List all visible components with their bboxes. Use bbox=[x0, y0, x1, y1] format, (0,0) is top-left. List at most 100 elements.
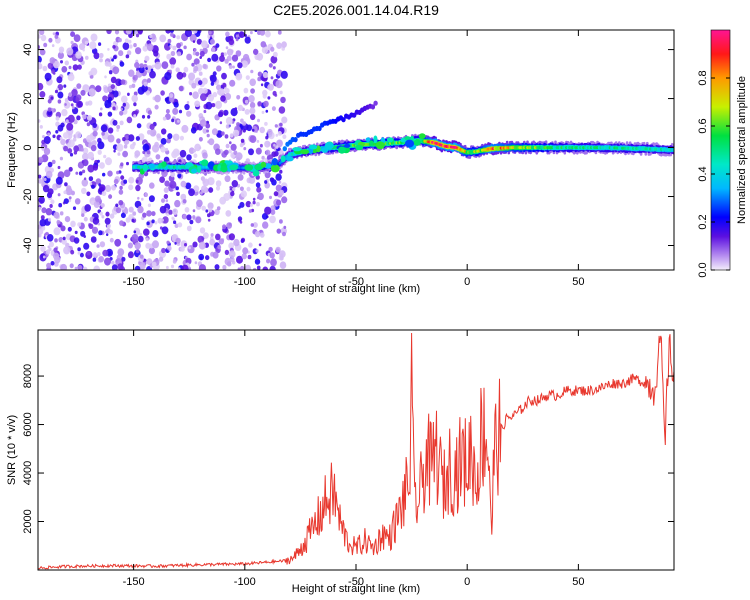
spectrogram-noise-cell bbox=[98, 42, 102, 46]
spectrogram-noise-cell bbox=[40, 34, 47, 42]
spectrogram-noise-cell bbox=[228, 233, 235, 241]
spectrogram-noise-cell bbox=[90, 33, 98, 42]
spectrogram-noise-cell bbox=[178, 109, 183, 114]
spectrogram-noise-cell bbox=[163, 194, 169, 199]
spectrogram-noise-cell bbox=[57, 99, 62, 104]
spectrogram-noise-cell bbox=[101, 215, 105, 219]
spectrogram-noise-cell bbox=[193, 48, 197, 52]
spectrogram-noise-cell bbox=[92, 130, 98, 137]
spectrogram-noise-cell bbox=[133, 102, 137, 107]
spectrogram-noise-cell bbox=[38, 202, 41, 206]
spectrogram-noise-cell bbox=[38, 61, 41, 66]
spectrogram-noise-cell bbox=[276, 228, 282, 234]
spectrogram-noise-cell bbox=[255, 147, 262, 155]
spectrogram-noise-cell bbox=[122, 137, 126, 142]
spectrogram-noise-cell bbox=[271, 106, 276, 111]
spectrogram-noise-cell bbox=[193, 185, 200, 193]
spectrogram-noise-cell bbox=[99, 162, 105, 169]
spectrogram-noise-cell bbox=[51, 69, 56, 74]
spectrogram-noise-cell bbox=[189, 219, 194, 225]
spectrogram-noise-cell bbox=[169, 44, 173, 48]
spectrogram-ridge-blob bbox=[324, 141, 334, 150]
spectrogram-noise-cell bbox=[235, 152, 243, 161]
spectrogram-noise-cell bbox=[269, 195, 272, 200]
spectrogram-noise-cell bbox=[107, 134, 115, 143]
spectrogram-noise-cell bbox=[129, 44, 133, 49]
spectrogram-noise-cell bbox=[105, 157, 112, 166]
spectrogram-noise-cell bbox=[134, 30, 138, 35]
spectrogram-noise-cell bbox=[134, 150, 141, 158]
spectrogram-noise-cell bbox=[167, 38, 172, 44]
spectrogram-noise-cell bbox=[137, 196, 140, 200]
spectrogram-noise-cell bbox=[97, 159, 100, 163]
spectrogram-noise-cell bbox=[257, 76, 262, 82]
spectrogram-noise-cell bbox=[57, 91, 64, 99]
spectrogram-noise-cell bbox=[126, 50, 132, 56]
spectrogram-noise-cell bbox=[265, 109, 269, 113]
spectrogram-noise-cell bbox=[82, 114, 87, 120]
spectrogram-noise-cell bbox=[116, 170, 120, 175]
spectrogram-noise-cell bbox=[260, 41, 267, 48]
spectrogram-noise-cell bbox=[166, 265, 169, 270]
spectrogram-noise-cell bbox=[61, 66, 68, 73]
spectrogram-noise-cell bbox=[39, 125, 43, 129]
spectrogram-noise-cell bbox=[216, 65, 222, 72]
spectrogram-noise-cell bbox=[70, 40, 74, 45]
spectrogram-noise-cell bbox=[205, 101, 213, 110]
spectrogram-noise-cell bbox=[108, 229, 113, 235]
spectrogram-noise-cell bbox=[215, 185, 221, 191]
spectrogram-noise-cell bbox=[279, 189, 284, 196]
spectrogram-noise-cell bbox=[41, 226, 46, 231]
spectrogram-noise-cell bbox=[146, 221, 150, 226]
spectrogram-noise-cell bbox=[113, 149, 116, 153]
spectrogram-noise-cell bbox=[198, 264, 206, 270]
spectrogram-noise-cell bbox=[270, 205, 276, 212]
spectrogram-noise-cell bbox=[139, 232, 143, 236]
spectrogram-noise-cell bbox=[145, 67, 148, 71]
spectrogram-noise-cell bbox=[91, 226, 99, 234]
spectrogram-noise-cell bbox=[128, 134, 135, 142]
spectrogram-noise-cell bbox=[191, 62, 195, 67]
spectrogram-noise-cell bbox=[145, 90, 151, 96]
spectrogram-noise-cell bbox=[207, 57, 212, 63]
spectrogram-noise-cell bbox=[174, 223, 179, 228]
spectrogram-noise-cell bbox=[251, 128, 255, 132]
spectrogram-noise-cell bbox=[200, 185, 208, 193]
spectrogram-noise-cell bbox=[177, 267, 181, 270]
spectrogram-noise-cell bbox=[38, 174, 42, 179]
spectrogram-noise-cell bbox=[82, 48, 85, 52]
spectrogram-noise-cell bbox=[115, 203, 119, 208]
spectrogram-noise-cell bbox=[273, 191, 279, 197]
spectrogram-noise-cell bbox=[93, 252, 98, 257]
spectrogram-noise-cell bbox=[164, 72, 172, 81]
spectrogram-noise-cell bbox=[92, 257, 97, 262]
spectrogram-noise-cell bbox=[164, 180, 170, 187]
spectrogram-noise-cell bbox=[237, 205, 241, 209]
spectrogram-noise-cell bbox=[193, 58, 200, 65]
spectrogram-noise-cell bbox=[53, 60, 60, 69]
spectrogram-noise-cell bbox=[57, 124, 64, 132]
spectrogram-noise-cell bbox=[168, 209, 173, 215]
spectrogram-noise-cell bbox=[53, 211, 60, 219]
spectrogram-noise-cell bbox=[265, 149, 271, 156]
colorbar-tick-label: 0.8 bbox=[697, 70, 709, 85]
spectrogram-noise-cell bbox=[75, 51, 82, 59]
spectrogram-noise-cell bbox=[239, 220, 243, 224]
spectrogram-noise-cell bbox=[148, 247, 155, 255]
spectrogram-noise-cell bbox=[41, 207, 47, 214]
spectrogram-noise-cell bbox=[269, 265, 276, 270]
spectrogram-noise-cell bbox=[276, 199, 282, 206]
spectrogram-noise-cell bbox=[222, 264, 227, 270]
spectrogram-noise-cell bbox=[80, 147, 84, 152]
spectrogram-noise-cell bbox=[116, 138, 121, 144]
spectrogram-ridge-blob bbox=[220, 165, 228, 173]
spectrogram-noise-cell bbox=[279, 256, 284, 261]
spectrogram-noise-cell bbox=[194, 143, 201, 152]
spectrogram-noise-cell bbox=[47, 188, 54, 196]
spectrogram-noise-cell bbox=[87, 164, 95, 173]
spectrogram-noise-cell bbox=[211, 128, 218, 136]
spectrogram-ridge-blob bbox=[316, 145, 321, 153]
spectrogram-noise-cell bbox=[107, 170, 113, 177]
spectrogram-noise-cell bbox=[172, 133, 180, 141]
spectrogram-noise-cell bbox=[146, 129, 152, 135]
